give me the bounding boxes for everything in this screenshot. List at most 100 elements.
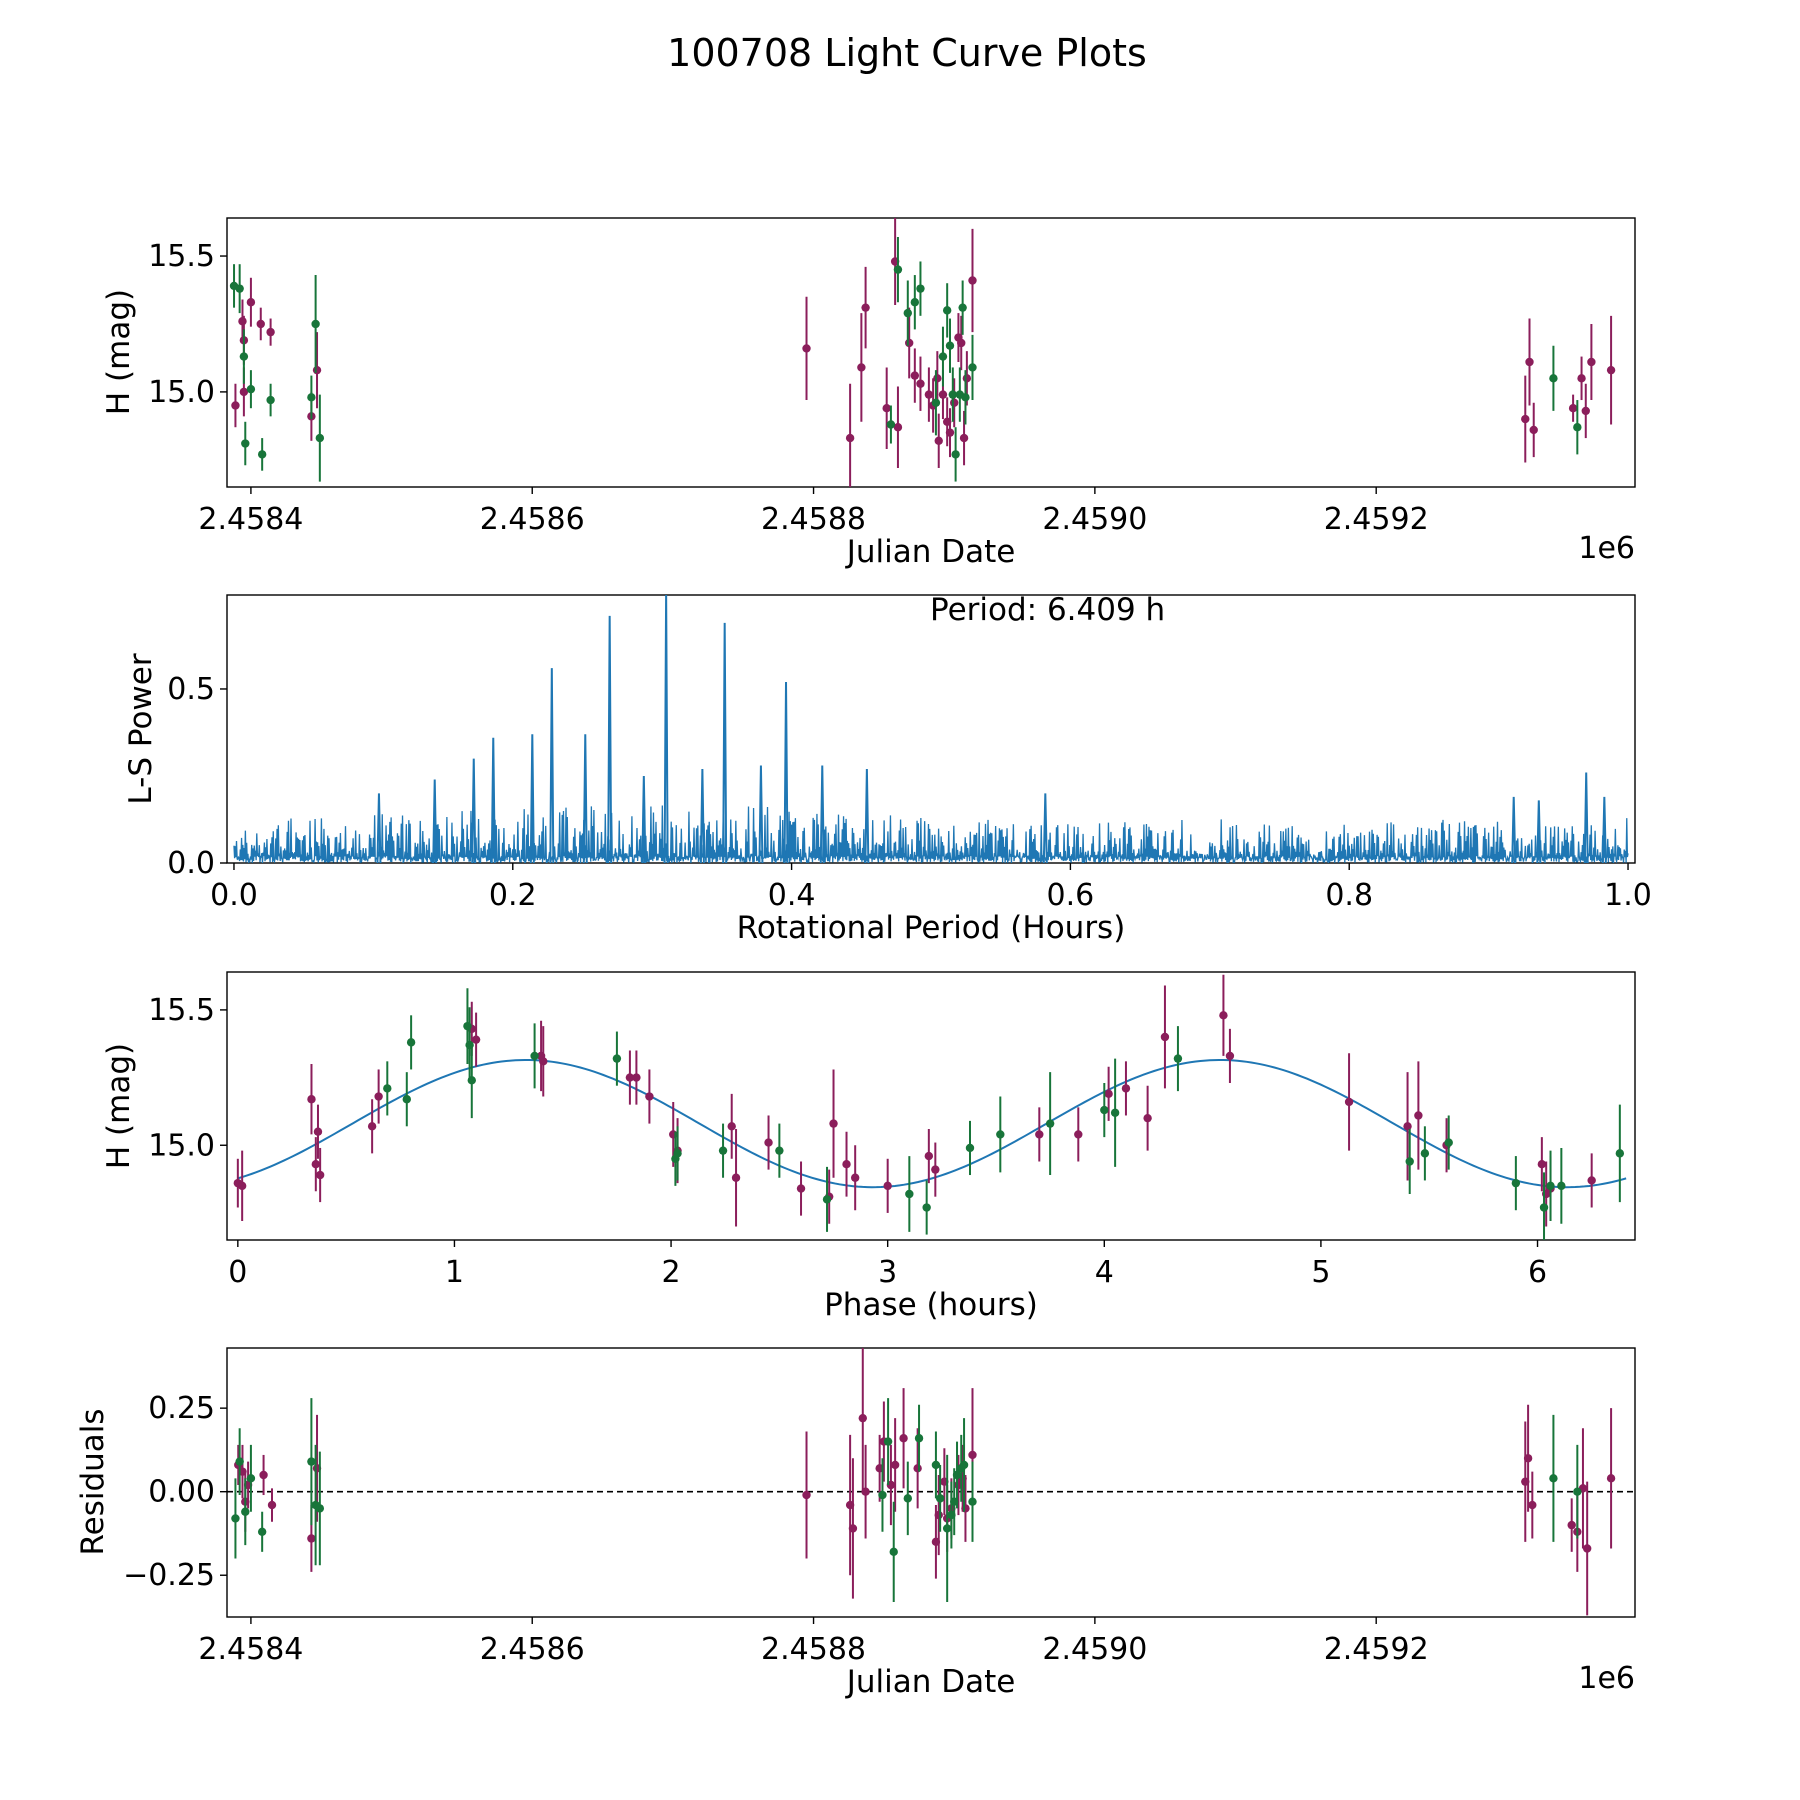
- phased-frame: [226, 971, 1636, 1241]
- phased-point-green: [1110, 1108, 1120, 1117]
- residuals-offset-text: 1e6: [1578, 1661, 1635, 1696]
- phased-point-green: [996, 1130, 1005, 1139]
- lightcurve-x-tick-label: 2.4592: [1324, 502, 1429, 537]
- periodogram-x-tick-label: 0.2: [489, 878, 537, 913]
- lightcurve-point-magenta: [1577, 374, 1586, 383]
- residuals-point-magenta: [1567, 1520, 1576, 1530]
- lightcurve-point-magenta: [1525, 357, 1534, 367]
- phased-point-magenta: [883, 1181, 892, 1191]
- phased-point-green: [383, 1084, 392, 1093]
- lightcurve-point-green: [886, 420, 896, 429]
- residuals-point-green: [257, 1527, 267, 1536]
- lightcurve-x-label: Julian Date: [845, 534, 1016, 570]
- periodogram-x-tick-label: 1.0: [1604, 878, 1652, 913]
- phased-point-magenta: [1121, 1084, 1131, 1093]
- residuals-point-green: [883, 1437, 893, 1446]
- lightcurve-point-green: [257, 450, 267, 459]
- residuals-point-green: [1549, 1474, 1558, 1483]
- phased-y-tick-label: 15.5: [148, 993, 215, 1028]
- residuals-point-green: [1573, 1487, 1582, 1496]
- phased-x-tick-label: 3: [878, 1255, 897, 1290]
- residuals-y-label: Residuals: [75, 1408, 111, 1555]
- residuals-point-green: [235, 1457, 244, 1466]
- phased-point-magenta: [315, 1170, 325, 1180]
- lightcurve-point-green: [948, 390, 958, 399]
- residuals-point-magenta: [1606, 1474, 1616, 1483]
- lightcurve-point-magenta: [882, 404, 891, 413]
- phased-x-tick-label: 6: [1528, 1255, 1547, 1290]
- phased-point-magenta: [237, 1181, 247, 1191]
- phased-point-green: [965, 1143, 975, 1153]
- phased-point-magenta: [374, 1092, 383, 1101]
- residuals-point-green: [903, 1494, 912, 1503]
- periodogram-peak: [607, 615, 613, 863]
- lightcurve-point-magenta: [845, 433, 855, 443]
- residuals-point-magenta: [307, 1534, 316, 1543]
- periodogram-peak: [549, 668, 555, 863]
- residuals-point-green: [959, 1460, 969, 1470]
- lightcurve-point-magenta: [945, 428, 955, 437]
- lightcurve-point-magenta: [239, 387, 249, 397]
- periodogram-peak: [1583, 772, 1589, 863]
- phased-point-magenta: [924, 1151, 934, 1161]
- periodogram-noise-line: [233, 805, 1629, 863]
- phased-point-magenta: [731, 1173, 741, 1182]
- residuals-point-magenta: [259, 1470, 268, 1480]
- lightcurve-offset-text: 1e6: [1578, 531, 1635, 566]
- lightcurve-point-green: [916, 284, 925, 293]
- lightcurve-point-green: [931, 398, 941, 407]
- phased-point-green: [673, 1149, 682, 1158]
- lightcurve-point-green: [239, 352, 249, 361]
- phased-point-magenta: [471, 1035, 481, 1044]
- periodogram-peak: [699, 769, 705, 863]
- residuals-x-tick-label: 2.4584: [198, 1632, 303, 1667]
- lightcurve-point-magenta: [910, 371, 920, 380]
- phased-point-green: [718, 1146, 728, 1155]
- residuals-point-magenta: [899, 1434, 908, 1443]
- residuals-ticks: 2.4584 2.4586 2.4588 2.4590 2.4592 0.25 0.00 −0…: [123, 1391, 1429, 1667]
- residuals-point-green: [246, 1474, 256, 1483]
- periodogram-peak: [663, 595, 669, 863]
- phased-point-green: [822, 1195, 832, 1204]
- phased-point-magenta: [1035, 1130, 1044, 1139]
- residuals-point-magenta: [1523, 1454, 1533, 1463]
- phased-point-magenta: [367, 1122, 377, 1131]
- lightcurve-point-magenta: [904, 338, 914, 348]
- lightcurve-point-green: [266, 395, 275, 405]
- lightcurve-point-magenta: [962, 374, 972, 383]
- residuals-point-magenta: [1528, 1500, 1537, 1510]
- phased-y-label: H (mag): [101, 1043, 137, 1169]
- lightcurve-point-magenta: [924, 390, 934, 399]
- lightcurve-point-green: [945, 341, 955, 350]
- periodogram-peak: [758, 765, 764, 863]
- lightcurve-point-magenta: [933, 374, 942, 383]
- phased-point-magenta: [1225, 1051, 1235, 1061]
- lightcurve-point-green: [938, 352, 948, 361]
- phased-point-magenta: [1587, 1176, 1596, 1185]
- phased-point-green: [1546, 1181, 1555, 1191]
- periodogram-peak: [490, 737, 496, 863]
- phased-point-green: [1615, 1149, 1625, 1158]
- lightcurve-point-magenta: [968, 276, 977, 285]
- lightcurve-point-green: [951, 450, 960, 459]
- lightcurve-point-magenta: [238, 317, 247, 326]
- residuals-point-green: [889, 1547, 898, 1557]
- lightcurve-point-magenta: [266, 327, 275, 337]
- phased-point-magenta: [796, 1184, 806, 1193]
- lightcurve-point-green: [307, 393, 316, 402]
- phased-point-green: [406, 1038, 416, 1047]
- lightcurve-point-magenta: [950, 398, 959, 407]
- periodogram-y-label: L-S Power: [123, 653, 159, 804]
- lightcurve-point-magenta: [1521, 414, 1530, 424]
- residuals-x-tick-label: 2.4590: [1042, 1632, 1147, 1667]
- lightcurve-frame: [226, 217, 1636, 488]
- residuals-x-tick-label: 2.4592: [1324, 1632, 1429, 1667]
- residuals-point-green: [307, 1457, 316, 1466]
- phased-point-green: [1405, 1157, 1414, 1166]
- residuals-panel: 2.4584 2.4586 2.4588 2.4590 2.4592 0.25 0.00 −0…: [75, 1347, 1636, 1700]
- phased-point-green: [1511, 1178, 1521, 1188]
- lightcurve-point-green: [958, 303, 967, 312]
- periodogram-peak: [376, 793, 382, 863]
- lightcurve-point-green: [942, 306, 952, 315]
- phased-point-magenta: [313, 1127, 323, 1136]
